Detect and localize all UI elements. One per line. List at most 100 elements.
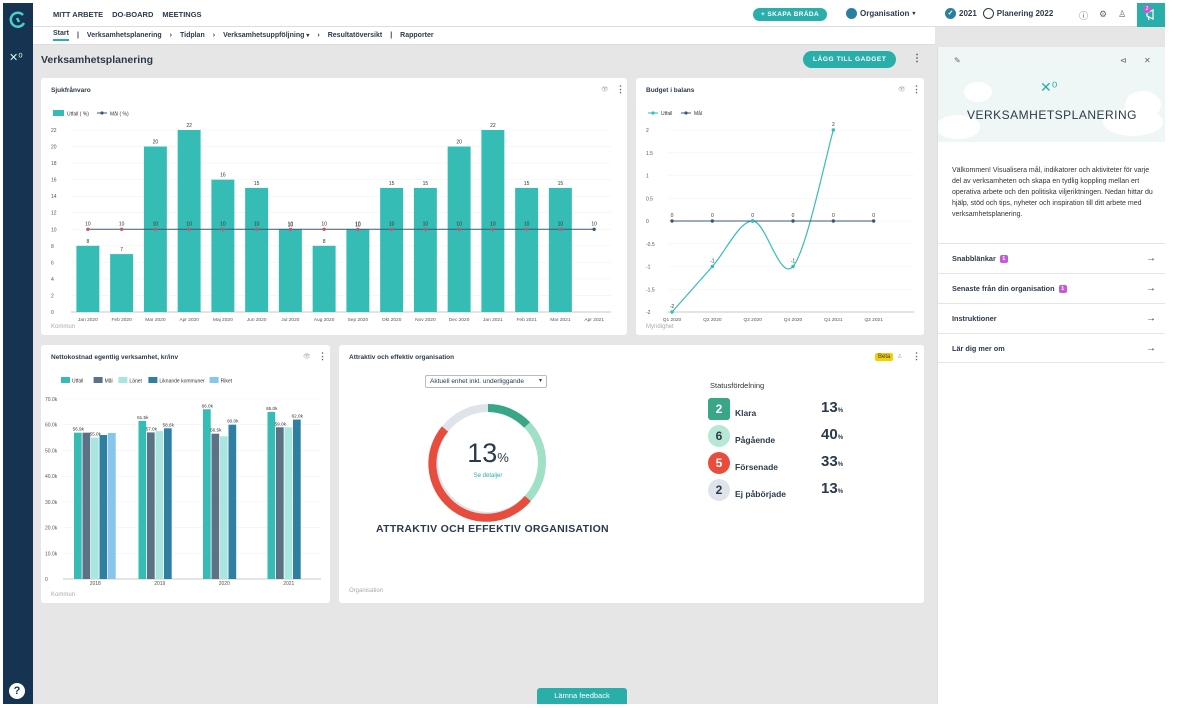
user-icon[interactable]: ♙ (1118, 9, 1127, 19)
progress-donut[interactable] (423, 397, 553, 527)
arrow-right-icon: → (1146, 253, 1156, 264)
side-link-learn-more[interactable]: Lär dig mer om → (938, 333, 1165, 363)
status-count-badge: 2 (708, 398, 730, 420)
side-panel: ✎ ⊲ ✕ ✕⁰ VERKSAMHETSPLANERING Välkommen!… (937, 47, 1165, 704)
nav-do-board[interactable]: DO-BOARD (112, 10, 154, 19)
top-bar: MITT ARBETE DO-BOARD MEETINGS + SKAPA BR… (33, 3, 1165, 27)
tab-start[interactable]: Start (53, 30, 69, 41)
legend-swatch (148, 377, 158, 383)
y-tick-label: 12 (51, 211, 57, 217)
target-point (710, 219, 715, 223)
sick-leave-chart: Utfall ( %) Mål ( %) 0 2 4 6 8 10 12 14 16 18 20 22 8 J… (51, 110, 611, 323)
settings-icon[interactable]: ⚙ (1099, 9, 1108, 19)
details-link[interactable]: Se detaljer (473, 473, 503, 479)
status-count-badge: 6 (708, 425, 730, 447)
x-tick-label: Aug 2020 (314, 317, 335, 323)
page-menu-icon[interactable]: ⋮ (912, 53, 922, 64)
target-point (871, 219, 876, 223)
close-icon[interactable]: ✕ (1144, 56, 1151, 65)
planning-tool-icon[interactable]: ✕⁰ (9, 52, 23, 64)
status-row[interactable]: 6 Pågående (708, 425, 775, 447)
dropdown-value: Aktuell enhet inkl. underliggande (430, 378, 524, 385)
pin-icon[interactable]: ⊲ (1120, 56, 1127, 65)
x-tick-label: 2020 (219, 581, 230, 587)
actual-line (671, 129, 834, 313)
user-icon[interactable]: ♙ (897, 354, 903, 360)
status-row[interactable]: 5 Försenade (708, 452, 778, 474)
budget-card: Budget i balans 👁 ⋮ Utfall Mål -2 -1.5 -1 -0.… (636, 78, 924, 335)
page-title: Verksamhetsplanering (41, 54, 154, 66)
target-label: 0 (832, 213, 835, 219)
bar (138, 420, 147, 579)
visibility-icon[interactable]: 👁 (898, 87, 906, 93)
side-link-instructions[interactable]: Instruktioner → (938, 303, 1165, 333)
organisation-label: Organisation (860, 9, 910, 18)
bar (312, 245, 336, 312)
feedback-button[interactable]: Lämna feedback (537, 688, 627, 704)
side-link-quicklinks[interactable]: Snabblänkar 1 → (938, 243, 1165, 273)
create-board-button[interactable]: + SKAPA BRÄDA (753, 8, 828, 21)
tab-rapporter[interactable]: Rapporter (400, 32, 434, 39)
target-point (322, 227, 326, 231)
target-label: 10 (389, 221, 395, 227)
side-link-latest[interactable]: Senaste från din organisation 1 → (938, 273, 1165, 303)
side-hero: ✎ ⊲ ✕ ✕⁰ VERKSAMHETSPLANERING (938, 47, 1165, 142)
nav-meetings[interactable]: MEETINGS (162, 10, 202, 19)
radio-icon[interactable] (982, 8, 994, 19)
x-tick-label: Nov 2020 (415, 317, 436, 323)
visibility-icon[interactable]: 👁 (303, 354, 311, 360)
tab-resultatoversikt[interactable]: Resultatöversikt (327, 32, 383, 39)
data-label: 62.0k (292, 414, 304, 419)
bar (177, 130, 201, 312)
card-menu-icon[interactable]: ⋮ (318, 351, 327, 361)
edit-icon[interactable]: ✎ (954, 56, 961, 65)
arrow-right-icon: → (1146, 283, 1156, 294)
bar (76, 245, 100, 312)
sub-nav: Start | Verksamhetsplanering › Tidplan › Ve… (33, 27, 935, 45)
add-gadget-button[interactable]: LÄGG TILL GADGET (803, 51, 897, 68)
y-tick-label: 14 (51, 194, 57, 200)
x-tick-label: Apr 2020 (179, 317, 199, 323)
tab-verksamhetsplanering[interactable]: Verksamhetsplanering (86, 32, 162, 39)
data-label: 8 (323, 239, 326, 245)
nav-mitt-arbete[interactable]: MITT ARBETE (53, 10, 104, 19)
target-label: 0 (751, 213, 754, 219)
side-intro: Välkommen! Visualisera mål, indikatorer … (952, 167, 1153, 218)
tab-verksamhetsuppfoljning[interactable]: Verksamhetsuppföljning (223, 32, 305, 39)
x-tick-label: 2019 (154, 581, 165, 587)
unit-dropdown[interactable]: Aktuell enhet inkl. underliggande ▾ (425, 375, 547, 388)
bar (211, 433, 220, 579)
x-tick-label: Jun 2020 (247, 317, 267, 323)
data-label: 20 (456, 140, 462, 146)
status-row[interactable]: 2 Klara (708, 398, 756, 420)
organisation-selector[interactable]: Organisation ▾ (846, 8, 915, 19)
tab-tidplan[interactable]: Tidplan (179, 32, 205, 39)
status-percent: 40% (821, 426, 844, 443)
card-menu-icon[interactable]: ⋮ (912, 351, 921, 361)
bar (110, 254, 134, 312)
x-tick-label: Okt 2020 (382, 317, 402, 323)
status-row[interactable]: 2 Ej påbörjade (708, 479, 786, 501)
notifications-button[interactable]: 2 (1137, 3, 1165, 27)
target-point (592, 227, 596, 231)
target-label: 10 (423, 221, 429, 227)
bar (293, 419, 301, 579)
app-logo-icon[interactable] (9, 11, 27, 29)
data-label: 15 (389, 181, 395, 187)
y-tick-label: 1 (646, 174, 649, 180)
card-menu-icon[interactable]: ⋮ (912, 84, 921, 94)
arrow-right-icon: → (1146, 313, 1156, 324)
info-icon[interactable]: ⓘ (1079, 11, 1089, 21)
bar (413, 187, 437, 312)
y-tick-label: 2 (646, 128, 649, 134)
plan-year-selector[interactable]: ✓ 2021 Planering 2022 (945, 8, 1053, 19)
target-point (558, 227, 563, 231)
x-tick-label: Q2 2021 (864, 317, 883, 323)
help-icon[interactable]: ? (9, 683, 25, 699)
actual-point (670, 310, 674, 314)
bar (203, 409, 211, 579)
target-label: 10 (558, 221, 564, 227)
card-menu-icon[interactable]: ⋮ (616, 84, 625, 94)
y-tick-label: 0 (646, 219, 649, 225)
visibility-icon[interactable]: 👁 (601, 87, 609, 93)
